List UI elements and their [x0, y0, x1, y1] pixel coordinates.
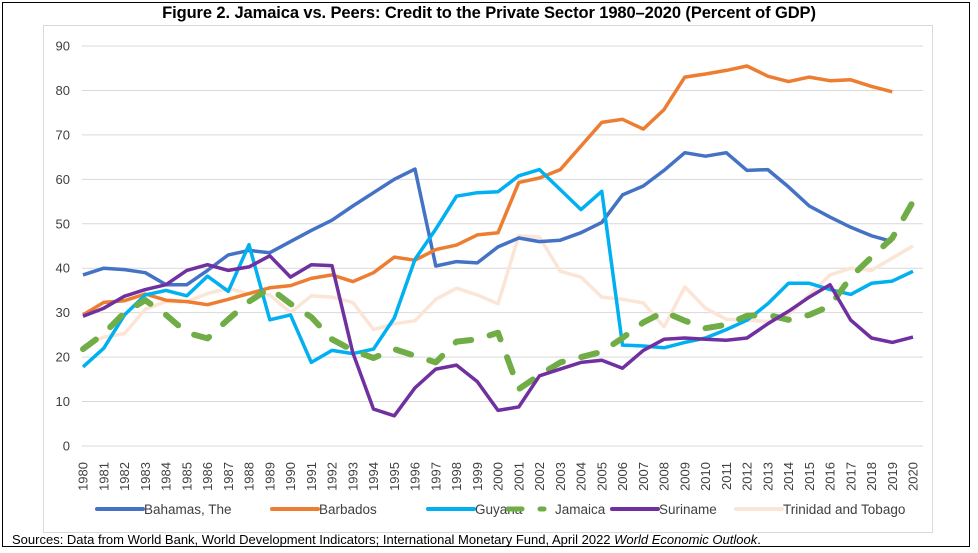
x-tick-label: 1997 [428, 462, 443, 491]
x-tick-label: 2001 [511, 462, 526, 491]
series-lines [80, 64, 916, 418]
x-tick-label: 2010 [698, 462, 713, 491]
sources-note: Sources: Data from World Bank, World Dev… [12, 532, 761, 547]
series-line-barbados [82, 64, 893, 317]
x-tick-label: 1998 [449, 462, 464, 491]
x-tick-label: 2004 [574, 462, 589, 491]
x-tick-label: 2019 [885, 462, 900, 491]
x-tick-label: 1983 [138, 462, 153, 491]
legend-label: Guyana [475, 502, 523, 517]
gridlines [82, 45, 923, 447]
x-tick-label: 1987 [221, 462, 236, 491]
x-tick-label: 2018 [864, 462, 879, 491]
x-tick-label: 2012 [740, 462, 755, 491]
x-tick-label: 1992 [325, 462, 340, 491]
x-tick-label: 2013 [760, 462, 775, 491]
x-tick-label: 1991 [304, 462, 319, 491]
x-tick-label: 2011 [719, 462, 734, 490]
figure-border [2, 2, 970, 547]
x-tick-label: 2020 [906, 462, 921, 491]
legend-item: Suriname [610, 502, 717, 517]
y-tick-label: 0 [63, 439, 70, 454]
sources-publication: World Economic Outlook [614, 532, 758, 547]
x-tick-label: 1993 [345, 462, 360, 491]
y-tick-label: 20 [56, 350, 70, 365]
x-axis-ticks: 1980 1981 1982 1983 1984 1985 1986 1987 1988 1989… [76, 462, 921, 491]
series-line-jamaica [80, 198, 916, 393]
x-tick-label: 1988 [242, 462, 257, 491]
y-tick-label: 90 [56, 39, 70, 54]
x-tick-label: 2008 [657, 462, 672, 491]
x-tick-label: 1995 [387, 462, 402, 491]
series-line-bahamas-the [82, 150, 893, 287]
x-tick-label: 2006 [615, 462, 630, 491]
x-tick-label: 1989 [262, 462, 277, 491]
x-tick-label: 1990 [283, 462, 298, 491]
y-tick-label: 30 [56, 305, 70, 320]
chart-title: Figure 2. Jamaica vs. Peers: Credit to t… [162, 4, 816, 22]
x-tick-label: 1986 [200, 462, 215, 491]
x-tick-label: 2003 [553, 462, 568, 491]
x-tick-label: 2015 [802, 462, 817, 491]
x-tick-label: 1999 [470, 462, 485, 491]
sources-period: . [757, 532, 761, 547]
x-tick-label: 1982 [117, 462, 132, 491]
y-tick-label: 10 [56, 394, 70, 409]
legend-item: Barbados [270, 502, 377, 517]
x-tick-label: 2005 [594, 462, 609, 491]
y-axis-ticks: 0 10 20 30 40 50 60 70 80 90 [56, 39, 70, 454]
x-tick-label: 2016 [823, 462, 838, 491]
x-tick-label: 2014 [781, 462, 796, 491]
y-tick-label: 40 [56, 261, 70, 276]
x-tick-label: 1980 [76, 462, 91, 491]
x-tick-label: 2000 [491, 462, 506, 491]
x-tick-label: 1984 [159, 462, 174, 491]
x-tick-label: 1994 [366, 462, 381, 491]
x-tick-label: 1985 [179, 462, 194, 491]
legend-item: Trinidad and Tobago [734, 502, 905, 517]
legend-label: Suriname [659, 502, 717, 517]
y-tick-label: 50 [56, 216, 70, 231]
legend-label: Jamaica [555, 502, 606, 517]
x-tick-label: 2002 [532, 462, 547, 491]
series-line-trinidad-and-tobago [82, 234, 914, 348]
legend-item: Guyana [426, 502, 523, 517]
sources-text: Sources: Data from World Bank, World Dev… [12, 532, 615, 547]
y-tick-label: 60 [56, 172, 70, 187]
chart-frame [43, 25, 933, 533]
x-tick-label: 2017 [843, 462, 858, 491]
y-tick-label: 70 [56, 127, 70, 142]
y-tick-label: 80 [56, 83, 70, 98]
x-tick-label: 1996 [408, 462, 423, 491]
series-line-guyana [81, 167, 914, 369]
x-tick-label: 2007 [636, 462, 651, 491]
x-tick-label: 1981 [96, 462, 111, 491]
legend-item: Jamaica [505, 502, 606, 517]
legend: Bahamas, The Barbados Guyana Jamaica Surinam… [95, 502, 905, 517]
series-line-suriname [82, 254, 914, 418]
legend-label: Trinidad and Tobago [783, 502, 905, 517]
x-tick-label: 2009 [677, 462, 692, 491]
legend-label: Barbados [319, 502, 377, 517]
legend-label: Bahamas, The [144, 502, 232, 517]
legend-item: Bahamas, The [95, 502, 232, 517]
